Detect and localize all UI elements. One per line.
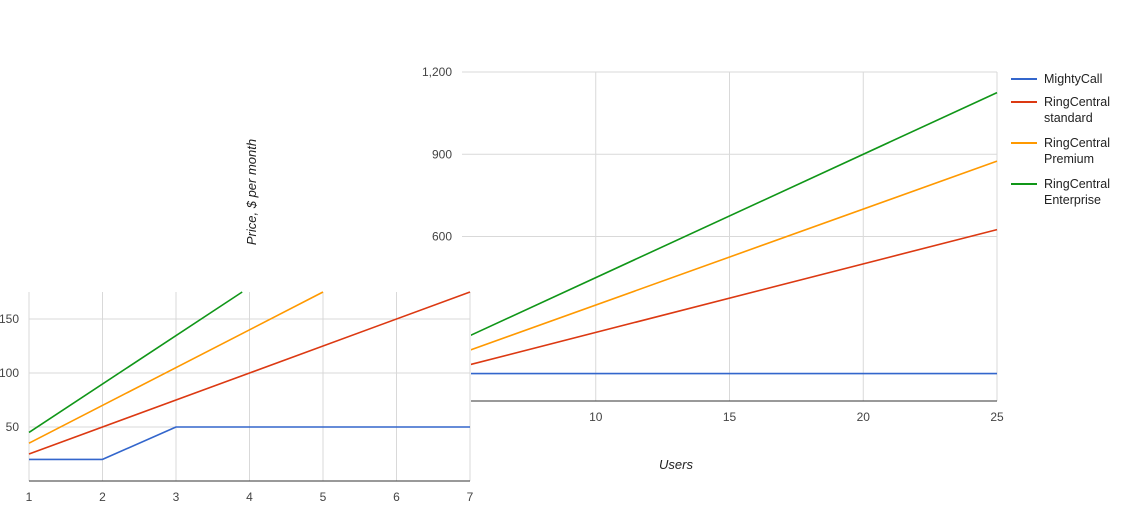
legend-label: MightyCall [1044,72,1102,86]
main-x-tick-label: 20 [857,410,871,424]
legend-label: standard [1044,111,1093,125]
inset-chart-y-axis-ticks: 50 100 150 [0,312,19,434]
main-chart-x-axis-ticks: 10 15 20 25 [589,410,1004,424]
main-line-ringcentral-enterprise [461,91,998,341]
legend-label: RingCentral [1044,95,1110,109]
inset-x-tick-label: 3 [173,490,180,504]
inset-line-mightycall [29,426,470,461]
inset-line-ringcentral-enterprise [28,291,243,434]
inset-chart: 50 100 150 1 2 3 4 5 6 7 [0,285,474,510]
main-x-tick-label: 15 [723,410,737,424]
legend-item: RingCentral standard [1011,95,1110,125]
legend-item: RingCentral Premium [1011,136,1110,166]
inset-chart-x-axis-ticks: 1 2 3 4 5 6 7 [26,490,474,504]
inset-chart-background [0,285,471,510]
legend-label: Enterprise [1044,193,1101,207]
legend-item: MightyCall [1011,72,1102,86]
legend-label: RingCentral [1044,136,1110,150]
inset-y-tick-label: 50 [6,420,20,434]
y-axis-title: Price, $ per month [244,139,259,245]
inset-x-tick-label: 6 [393,490,400,504]
main-x-tick-label: 25 [990,410,1004,424]
main-y-tick-label: 900 [432,147,452,161]
main-chart-y-axis-ticks: 600 900 1,200 [422,65,452,244]
inset-x-tick-label: 5 [320,490,327,504]
inset-y-tick-label: 150 [0,312,19,326]
inset-line-ringcentral-premium [28,291,324,444]
main-chart-series [461,91,998,375]
main-y-tick-label: 1,200 [422,65,452,79]
main-x-tick-label: 10 [589,410,603,424]
inset-chart-series [28,291,471,461]
legend: MightyCallRingCentralstandardRingCentral… [1011,72,1110,207]
inset-x-tick-label: 1 [26,490,33,504]
x-axis-title: Users [659,457,693,472]
inset-x-tick-label: 7 [467,490,474,504]
main-line-ringcentral-standard [461,228,998,368]
main-chart-gridlines [462,71,998,401]
inset-line-ringcentral-standard [28,291,471,455]
legend-item: RingCentral Enterprise [1011,177,1110,207]
main-line-ringcentral-premium [461,160,998,354]
inset-x-tick-label: 2 [99,490,106,504]
legend-label: RingCentral [1044,177,1110,191]
inset-x-tick-label: 4 [246,490,253,504]
main-y-tick-label: 600 [432,230,452,244]
inset-y-tick-label: 100 [0,366,19,380]
legend-label: Premium [1044,152,1094,166]
